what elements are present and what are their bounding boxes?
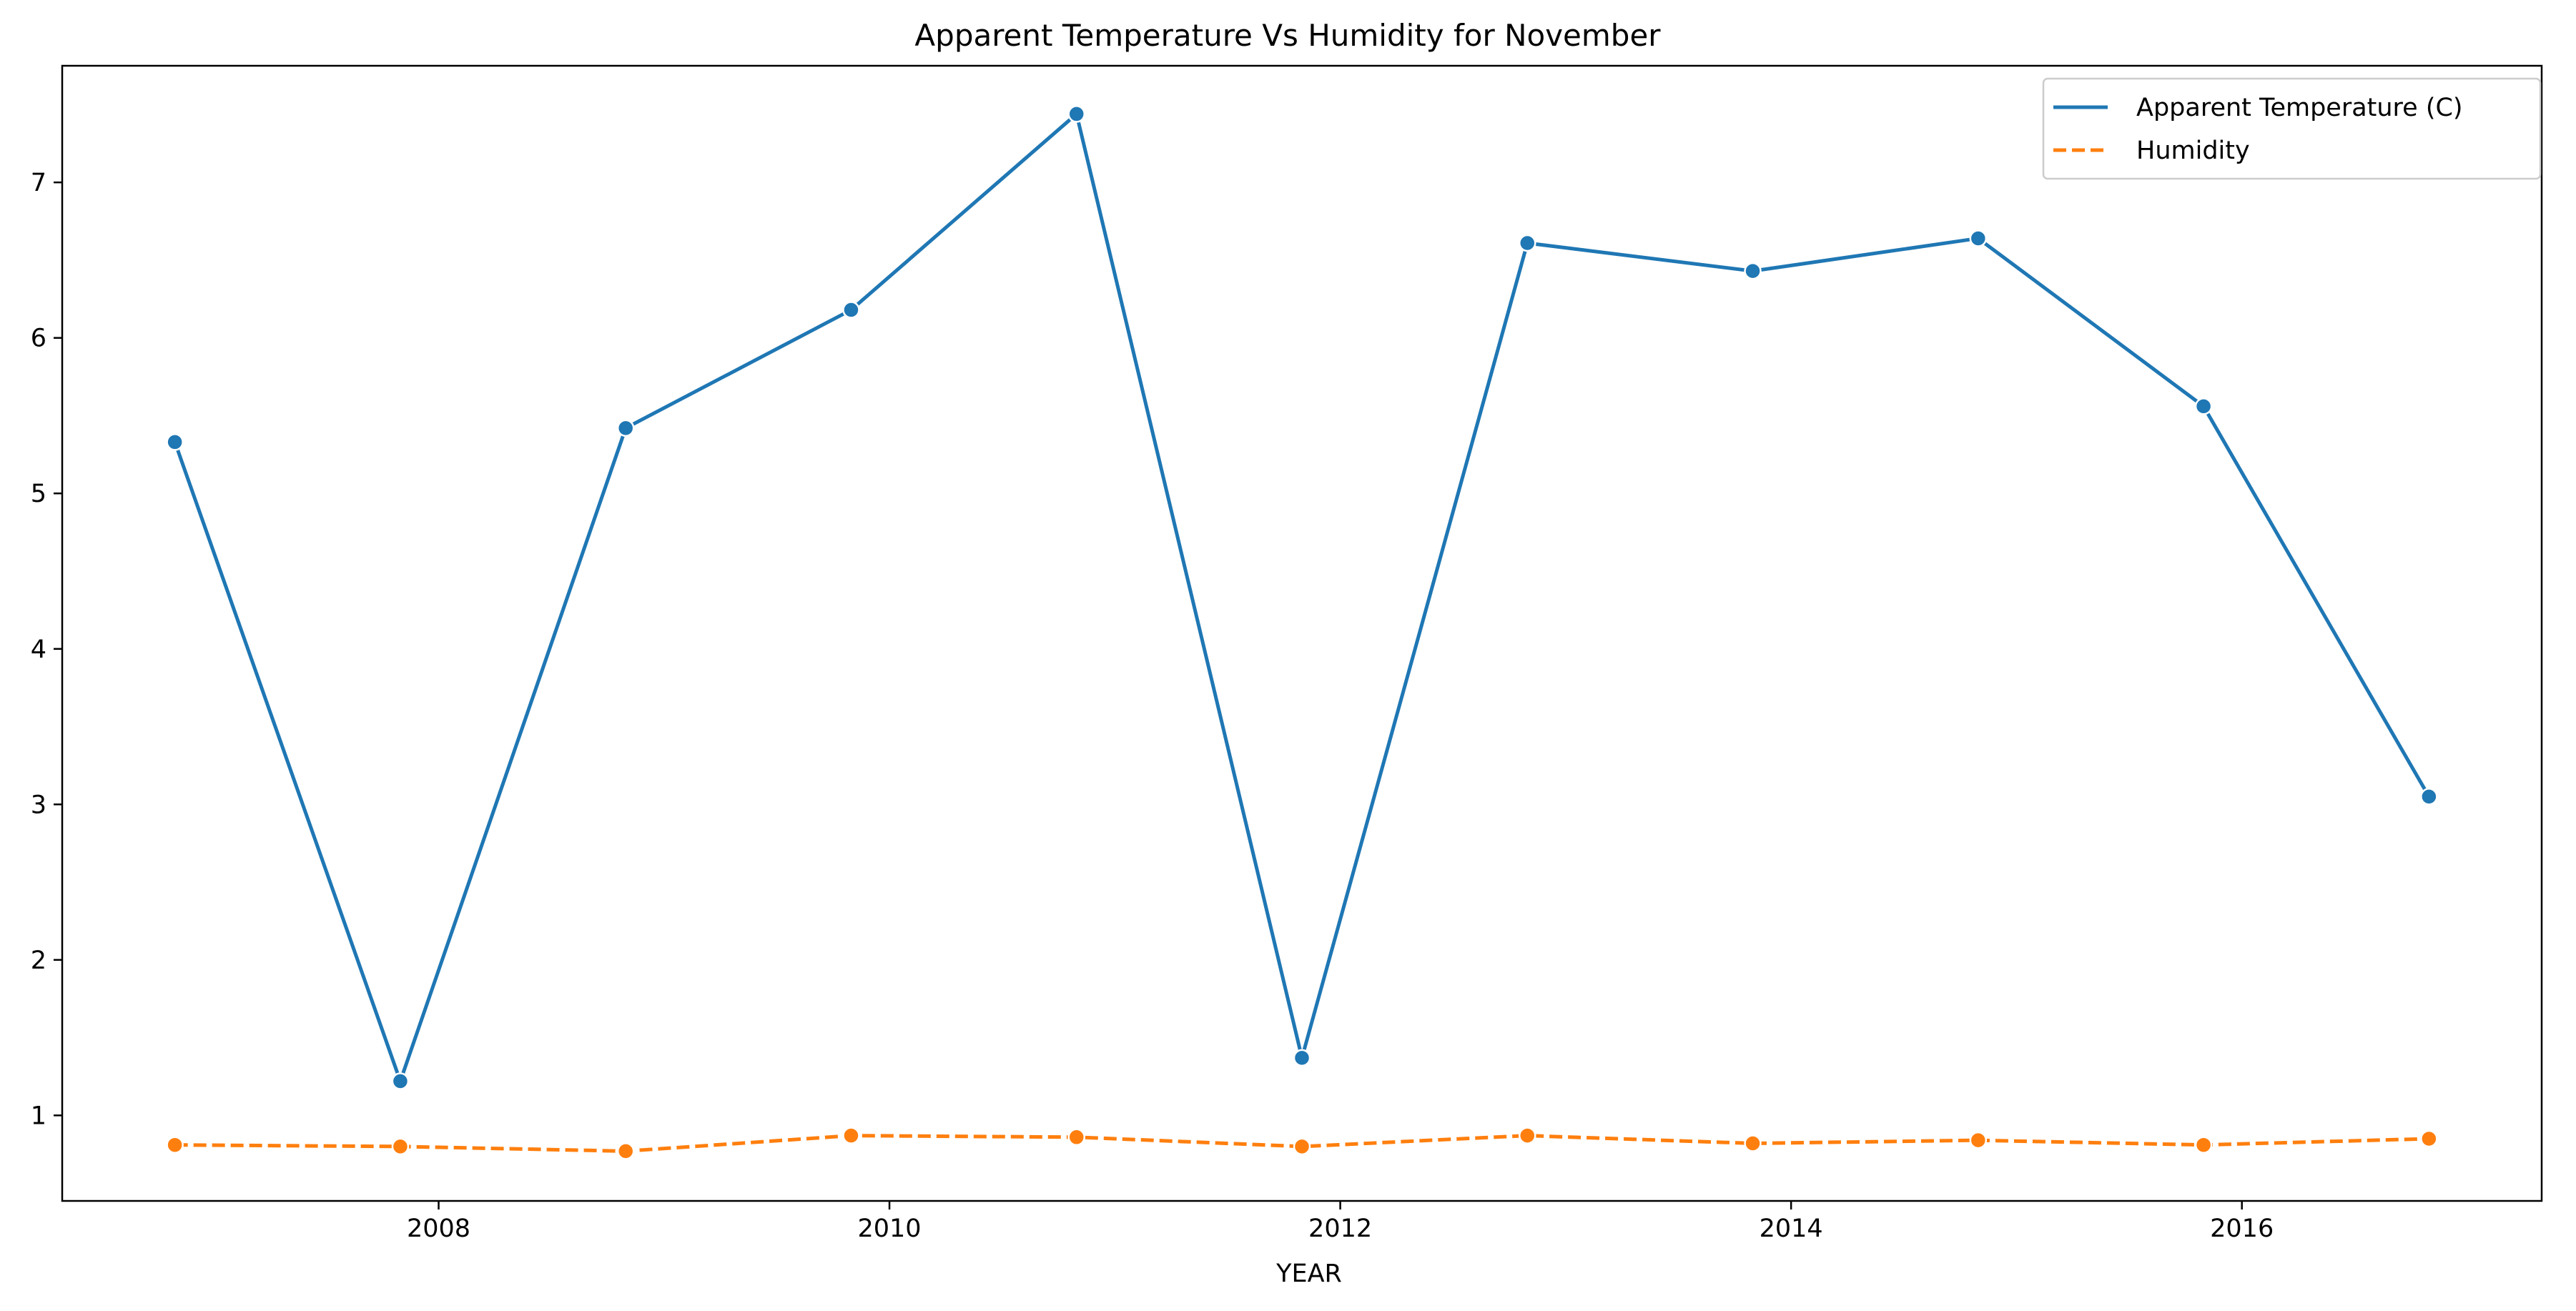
x-axis: 2008 2010 2012 2014 2016 <box>407 1201 2274 1243</box>
y-tick-label: 3 <box>31 791 46 819</box>
y-axis: 1 2 3 4 5 6 7 <box>31 169 62 1130</box>
data-point-humidity <box>2194 1136 2213 1154</box>
y-tick-label: 4 <box>31 635 46 664</box>
data-point-temperature <box>166 433 184 451</box>
data-point-humidity <box>1744 1134 1762 1152</box>
data-point-temperature <box>1744 262 1762 280</box>
data-point-temperature <box>1293 1049 1311 1067</box>
data-point-humidity <box>2420 1129 2438 1148</box>
y-tick-label: 1 <box>31 1102 46 1130</box>
data-point-temperature <box>1067 105 1085 123</box>
data-point-humidity <box>166 1136 184 1154</box>
x-axis-label: YEAR <box>1275 1260 1342 1288</box>
data-point-humidity <box>1519 1127 1536 1144</box>
y-tick-label: 7 <box>31 169 46 197</box>
data-point-temperature <box>1519 234 1536 252</box>
x-tick-label: 2010 <box>858 1214 922 1243</box>
y-tick-label: 2 <box>31 946 46 975</box>
data-point-temperature <box>2194 397 2213 415</box>
data-point-humidity <box>391 1137 410 1156</box>
x-tick-label: 2016 <box>2210 1214 2274 1243</box>
x-tick-label: 2008 <box>407 1214 470 1243</box>
data-point-humidity <box>1067 1128 1085 1147</box>
plot-area <box>166 105 2438 1160</box>
data-point-humidity <box>842 1127 860 1144</box>
data-point-temperature <box>391 1072 410 1090</box>
axes-frame <box>61 64 2543 1202</box>
legend-label-temperature: Apparent Temperature (C) <box>2136 94 2463 122</box>
data-point-humidity <box>1969 1131 1988 1149</box>
x-tick-label: 2014 <box>1760 1214 1823 1243</box>
legend: Apparent Temperature (C) Humidity <box>2042 77 2542 180</box>
data-point-humidity <box>1293 1137 1311 1156</box>
data-point-humidity <box>616 1142 635 1160</box>
data-point-temperature <box>616 419 635 437</box>
data-point-temperature <box>1969 229 1988 247</box>
data-point-temperature <box>842 301 860 319</box>
x-tick-label: 2012 <box>1308 1214 1372 1243</box>
legend-box <box>2042 77 2542 180</box>
legend-label-humidity: Humidity <box>2136 137 2250 165</box>
y-tick-label: 6 <box>31 325 46 353</box>
y-tick-label: 5 <box>31 480 46 508</box>
data-point-temperature <box>2420 788 2438 806</box>
chart-title: Apparent Temperature Vs Humidity for Nov… <box>914 18 1661 53</box>
